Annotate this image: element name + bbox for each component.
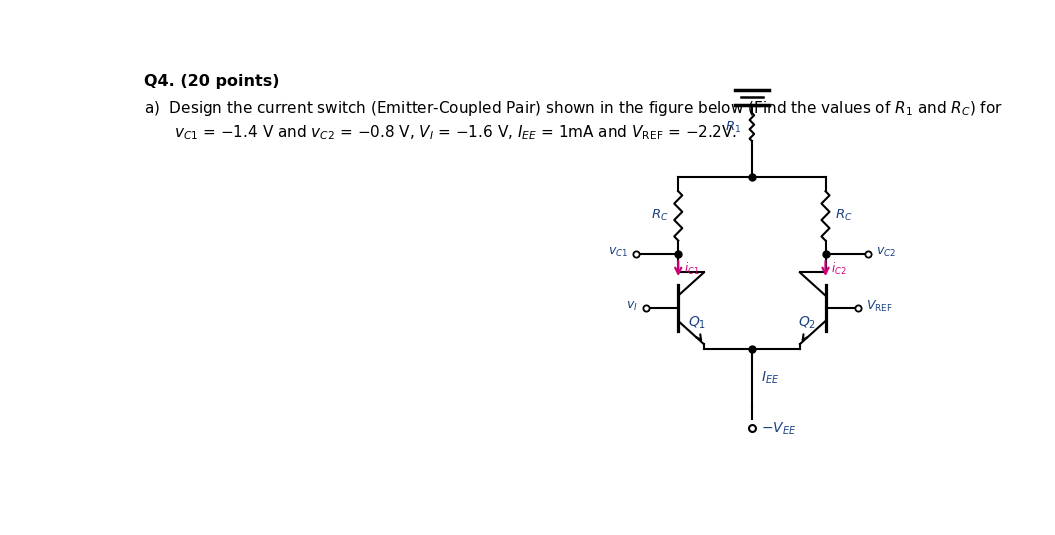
Text: $Q_1$: $Q_1$ xyxy=(688,315,706,331)
Text: $-V_{EE}$: $-V_{EE}$ xyxy=(761,420,797,437)
Text: $i_{C2}$: $i_{C2}$ xyxy=(831,261,846,277)
Text: $R_1$: $R_1$ xyxy=(725,119,741,134)
Text: Q4. (20 points): Q4. (20 points) xyxy=(143,74,279,89)
Text: $v_{C1}$ = $-$1.4 V and $v_{C2}$ = $-$0.8 V, $V_I$ = $-$1.6 V, $I_{EE}$ = 1mA an: $v_{C1}$ = $-$1.4 V and $v_{C2}$ = $-$0.… xyxy=(174,124,737,142)
Text: $v_{C2}$: $v_{C2}$ xyxy=(876,246,896,259)
Text: $v_{C1}$: $v_{C1}$ xyxy=(608,246,628,259)
Text: $R_C$: $R_C$ xyxy=(651,208,669,224)
Text: a)  Design the current switch (Emitter-Coupled Pair) shown in the figure below (: a) Design the current switch (Emitter-Co… xyxy=(143,99,1002,118)
Text: $R_C$: $R_C$ xyxy=(835,208,852,224)
Text: $v_I$: $v_I$ xyxy=(627,300,638,314)
Text: $Q_2$: $Q_2$ xyxy=(798,315,817,331)
Text: $I_{EE}$: $I_{EE}$ xyxy=(761,370,780,386)
Text: $V_{\rm REF}$: $V_{\rm REF}$ xyxy=(866,299,893,314)
Text: $i_{C1}$: $i_{C1}$ xyxy=(684,261,699,277)
